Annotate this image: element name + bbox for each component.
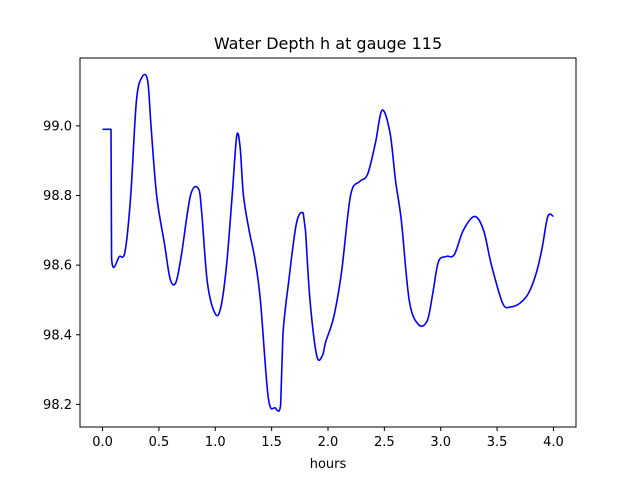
y-tick-label: 98.8 [43, 189, 72, 204]
x-tick-label: 1.0 [205, 435, 226, 450]
x-tick-label: 2.0 [318, 435, 339, 450]
x-tick-label: 3.5 [487, 435, 508, 450]
x-tick-label: 0.5 [149, 435, 170, 450]
y-tick-label: 98.6 [43, 259, 72, 274]
x-axis-ticks: 0.0 0.5 1.0 1.5 2.0 2.5 3.0 3.5 4.0 [92, 427, 564, 450]
series-group [102, 73, 554, 412]
y-axis-ticks: 98.2 98.4 98.6 98.8 99.0 [43, 119, 80, 413]
y-tick-label: 99.0 [43, 119, 72, 134]
plot-area-frame [79, 57, 577, 428]
x-tick-label: 2.5 [374, 435, 395, 450]
y-tick-label: 98.2 [43, 398, 72, 413]
chart-title: Water Depth h at gauge 115 [214, 34, 442, 53]
x-tick-label: 3.0 [430, 435, 451, 450]
x-tick-label: 1.5 [261, 435, 282, 450]
series-line-0 [102, 73, 554, 412]
x-tick-label: 0.0 [92, 435, 113, 450]
y-tick-label: 98.4 [43, 328, 72, 343]
x-tick-label: 4.0 [543, 435, 564, 450]
x-axis-label: hours [310, 457, 347, 472]
